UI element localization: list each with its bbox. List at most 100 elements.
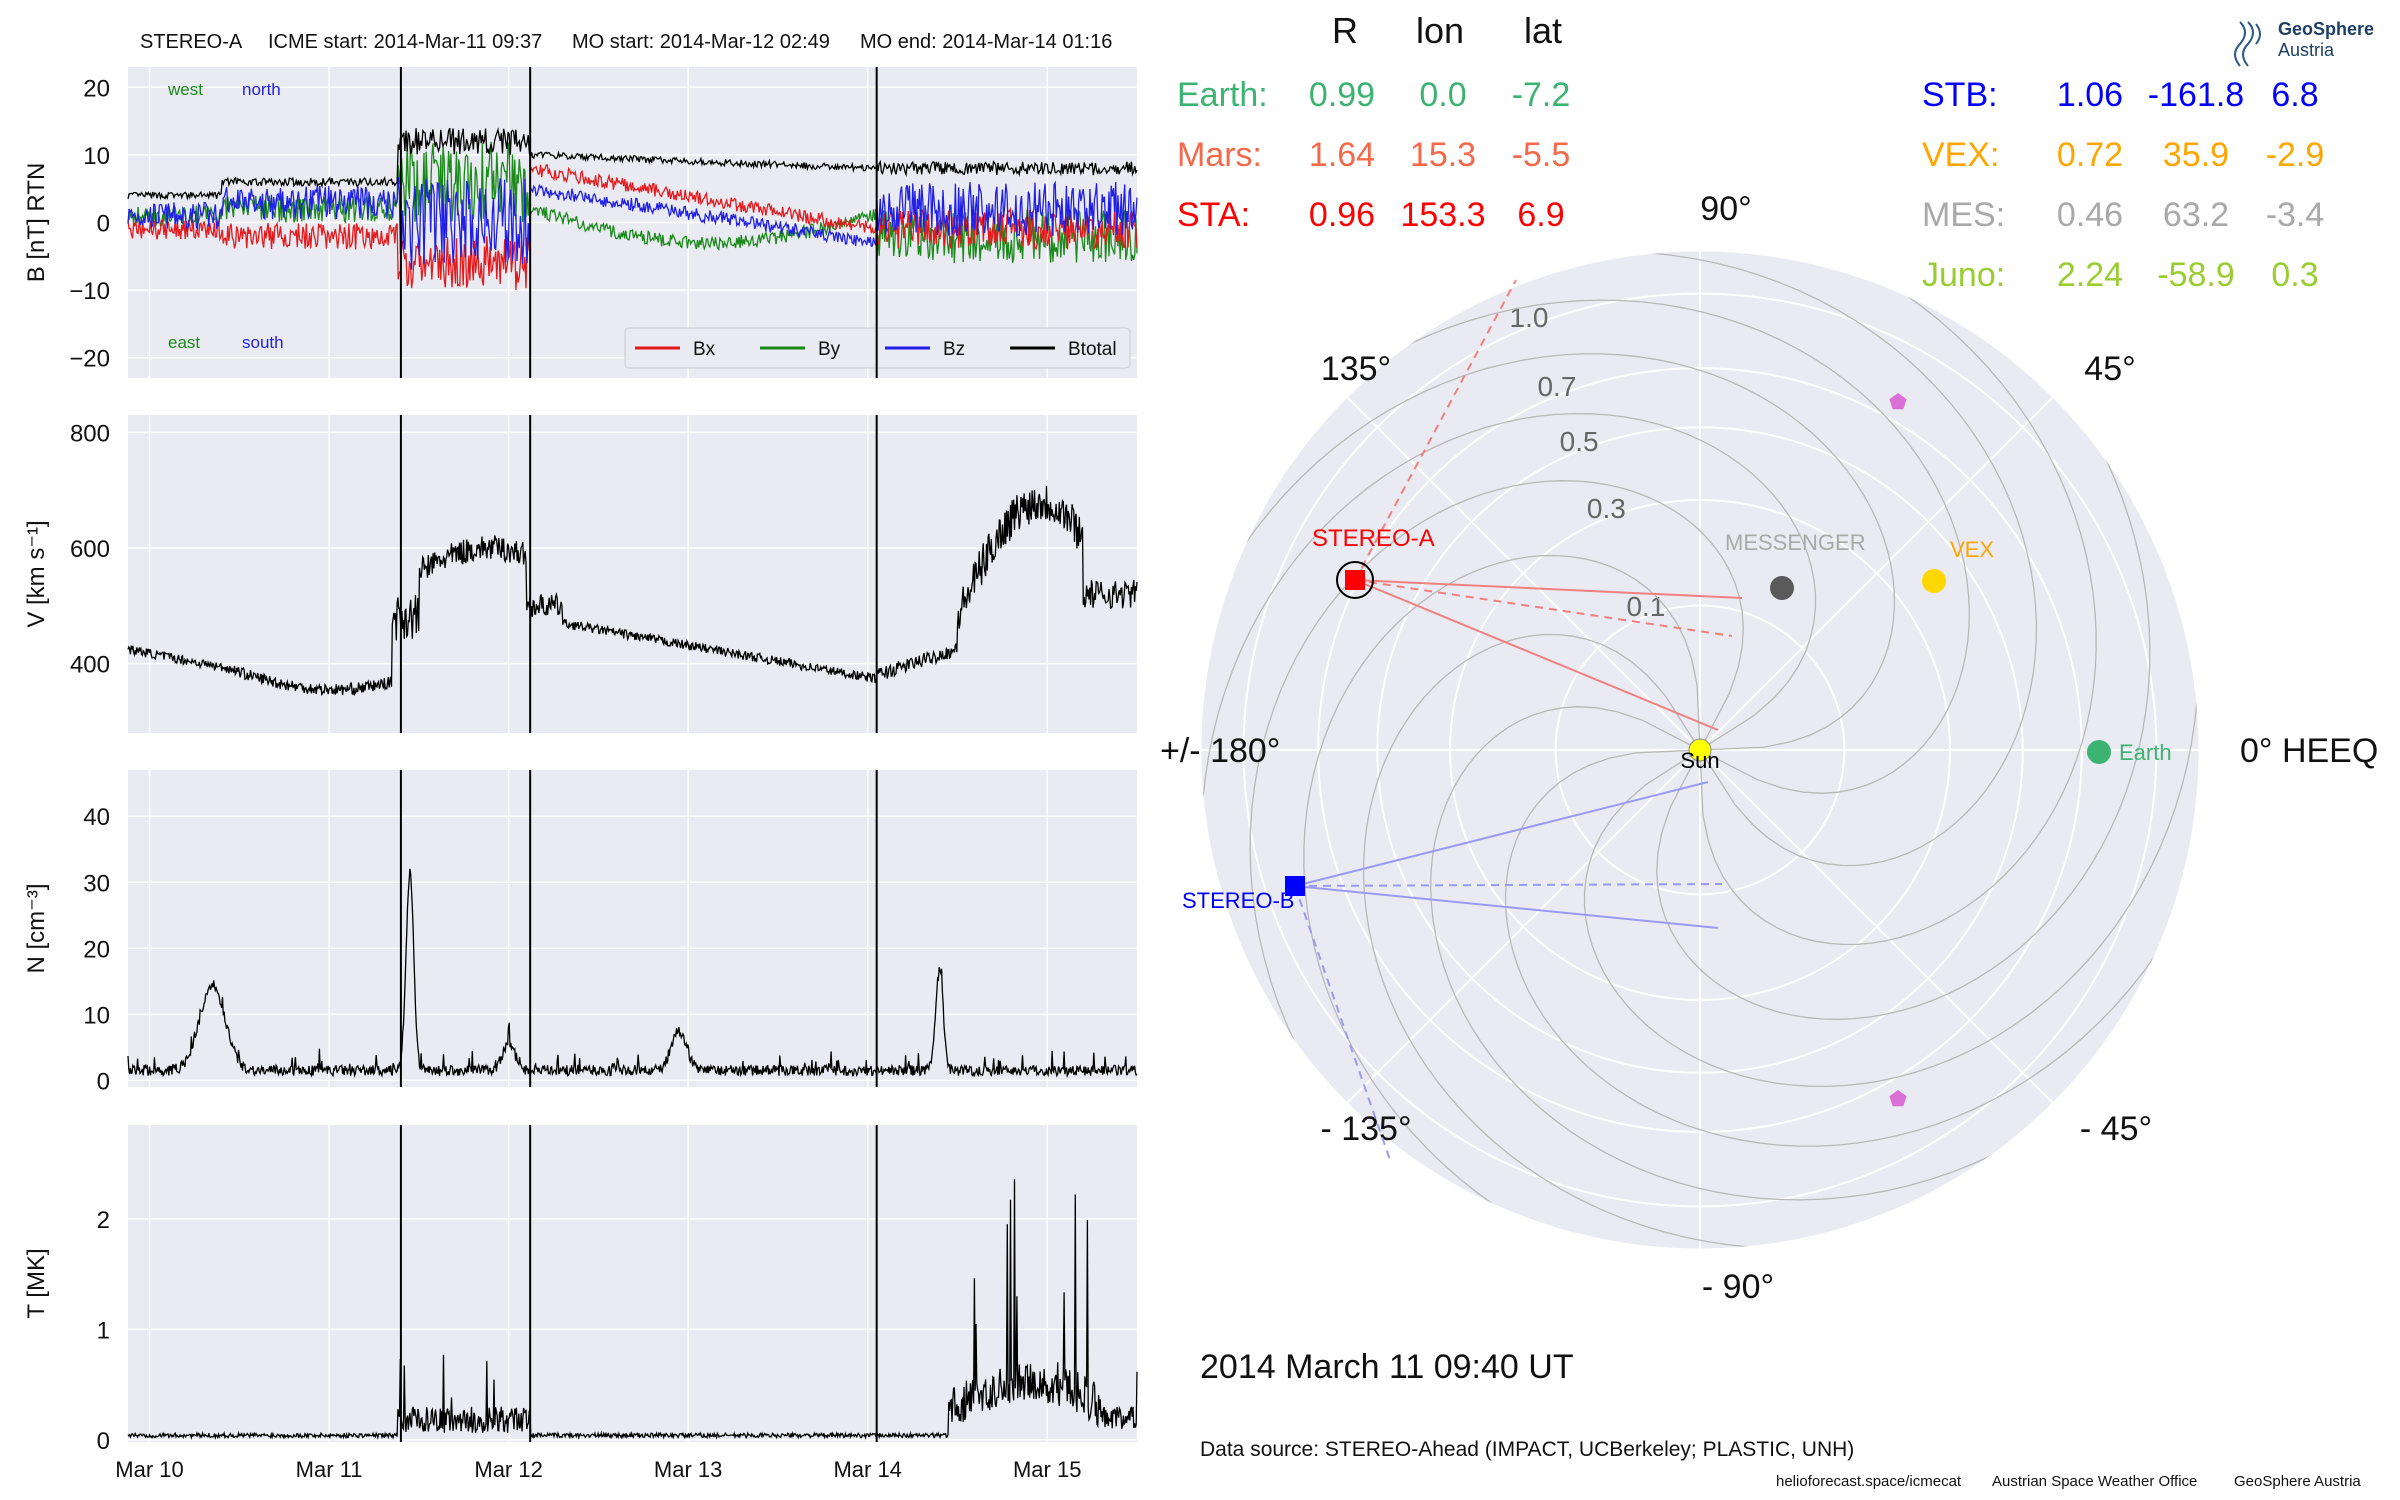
x-tick-label: Mar 13 bbox=[654, 1457, 722, 1482]
parker-spiral bbox=[1303, 554, 1701, 1208]
table-right-lat: -3.4 bbox=[2266, 196, 2325, 234]
footer: helioforecast.space/icmecat Austrian Spa… bbox=[1776, 1473, 2361, 1490]
panel-background bbox=[128, 1125, 1137, 1442]
sta-view-line bbox=[1354, 279, 1517, 581]
series-speed bbox=[127, 485, 1138, 697]
footer-site: helioforecast.space/icmecat bbox=[1776, 1473, 1962, 1490]
radial-label: 0.3 bbox=[1587, 493, 1626, 524]
table-right-lon: -161.8 bbox=[2148, 76, 2244, 114]
table-left-name: Earth: bbox=[1177, 76, 1268, 114]
table-header-lat: lat bbox=[1524, 10, 1562, 51]
legend-entry: Bx bbox=[693, 339, 716, 360]
parker-spiral bbox=[1242, 353, 1896, 751]
table-right-lon: -58.9 bbox=[2157, 256, 2235, 294]
series-temperature bbox=[127, 1179, 1138, 1441]
y-tick-label: 40 bbox=[83, 804, 110, 831]
y-tick-label: −20 bbox=[69, 346, 110, 373]
logo-mark-icon bbox=[2234, 21, 2261, 67]
legend-entry: Btotal bbox=[1068, 339, 1117, 360]
series-btotal bbox=[127, 127, 1138, 201]
angle-label-a180: +/- 180° bbox=[1160, 732, 1280, 770]
table-right-lat: -2.9 bbox=[2266, 136, 2325, 174]
y-axis-label: B [nT] RTN bbox=[23, 163, 50, 283]
sun-label: Sun bbox=[1680, 748, 1719, 773]
stb-view-line bbox=[1294, 885, 1719, 929]
parker-spiral bbox=[1699, 292, 2097, 946]
table-right-lon: 35.9 bbox=[2163, 136, 2229, 174]
parker-spiral bbox=[1583, 697, 2198, 1088]
stb-marker bbox=[1285, 876, 1305, 896]
x-tick-label: Mar 12 bbox=[474, 1457, 542, 1482]
panel-speed: 800 600 400 V [km s⁻¹] bbox=[23, 415, 1138, 733]
table-left-name: Mars: bbox=[1177, 136, 1262, 174]
table-left-R: 1.64 bbox=[1309, 136, 1375, 174]
logo-line2: Austria bbox=[2278, 40, 2335, 60]
table-right-R: 1.06 bbox=[2057, 76, 2123, 114]
parker-spiral bbox=[1504, 749, 2158, 1147]
y-axis-label: V [km s⁻¹] bbox=[23, 520, 50, 627]
stb-view-line bbox=[1294, 883, 1723, 887]
angle-label-a0: 0° HEEQ bbox=[2240, 732, 2378, 770]
table-left-lat: -5.5 bbox=[1512, 136, 1571, 174]
data-source: Data source: STEREO-Ahead (IMPACT, UCBer… bbox=[1200, 1438, 1854, 1461]
angle-label-a135: 135° bbox=[1321, 350, 1391, 388]
table-header-r: R bbox=[1332, 10, 1358, 51]
header-spacecraft: STEREO-A bbox=[140, 31, 243, 53]
y-tick-label: 20 bbox=[83, 936, 110, 963]
y-tick-label: 800 bbox=[70, 420, 110, 447]
vex-marker bbox=[1922, 569, 1946, 593]
panel-mag: 20 10 0 −10 −20 B [nT] RTN west north east south B… bbox=[23, 67, 1138, 378]
stb-view-line bbox=[1294, 885, 1391, 1161]
table-left-lat: 6.9 bbox=[1517, 196, 1564, 234]
header-line: STEREO-A ICME start: 2014-Mar-11 09:37 M… bbox=[140, 31, 1112, 53]
table-right-name: VEX: bbox=[1922, 136, 1999, 174]
earth-label: Earth bbox=[2119, 740, 2172, 765]
table-left-name: STA: bbox=[1177, 196, 1250, 234]
y-tick-label: −10 bbox=[69, 278, 110, 305]
y-tick-label: 10 bbox=[83, 1002, 110, 1029]
logo-line1: GeoSphere bbox=[2278, 19, 2374, 39]
coordinates-table: R lon lat Earth: 0.99 0.0 -7.2 Mars: 1.64 15.3… bbox=[1177, 10, 2324, 294]
table-right-name: MES: bbox=[1922, 196, 2005, 234]
x-tick-label: Mar 14 bbox=[833, 1457, 901, 1482]
angle-label-am45: - 45° bbox=[2080, 1110, 2152, 1148]
angle-label-am90: - 90° bbox=[1702, 1268, 1774, 1306]
table-left-R: 0.99 bbox=[1309, 76, 1375, 114]
polar-spoke bbox=[1699, 749, 2055, 1105]
polar-spoke bbox=[1345, 749, 1701, 1105]
header-mo-start: MO start: 2014-Mar-12 02:49 bbox=[572, 31, 830, 53]
angle-label-am135: - 135° bbox=[1320, 1110, 1411, 1148]
table-left-lon: 0.0 bbox=[1419, 76, 1466, 114]
parker-spiral bbox=[1656, 455, 2151, 1020]
corner-label-east: east bbox=[168, 333, 200, 352]
panel-temperature: 2 1 0 T [MK] bbox=[23, 1125, 1138, 1455]
series-bx bbox=[127, 164, 1138, 290]
sta-ring bbox=[1336, 561, 1374, 599]
table-right-R: 0.46 bbox=[2057, 196, 2123, 234]
x-tick-labels: Mar 10 Mar 11 Mar 12 Mar 13 Mar 14 Mar 15 bbox=[115, 1457, 1081, 1482]
parker-spiral bbox=[1647, 252, 2038, 867]
sta-view-line bbox=[1354, 579, 1743, 599]
header-mo-end: MO end: 2014-Mar-14 01:16 bbox=[860, 31, 1112, 53]
x-tick-label: Mar 11 bbox=[296, 1457, 363, 1482]
table-left-R: 0.96 bbox=[1309, 196, 1375, 234]
polar-spoke bbox=[1345, 395, 1701, 751]
y-tick-label: 0 bbox=[97, 211, 110, 238]
table-left-rows: Earth: 0.99 0.0 -7.2 Mars: 1.64 15.3 -5.5 STA: 0.… bbox=[1177, 76, 1570, 234]
series-bz bbox=[127, 177, 1138, 270]
y-tick-label: 20 bbox=[83, 75, 110, 102]
sta-view-line bbox=[1354, 579, 1733, 637]
table-left-lat: -7.2 bbox=[1512, 76, 1571, 114]
earth-marker bbox=[2087, 740, 2111, 764]
sun-marker bbox=[1688, 738, 1712, 762]
legend-entry: Bz bbox=[943, 339, 965, 360]
y-tick-label: 1 bbox=[97, 1317, 110, 1344]
table-right-R: 0.72 bbox=[2057, 136, 2123, 174]
y-tick-label: 400 bbox=[70, 652, 110, 679]
corner-label-north: north bbox=[242, 80, 281, 99]
series-by bbox=[127, 141, 1138, 263]
footer-office: Austrian Space Weather Office bbox=[1992, 1473, 2197, 1490]
